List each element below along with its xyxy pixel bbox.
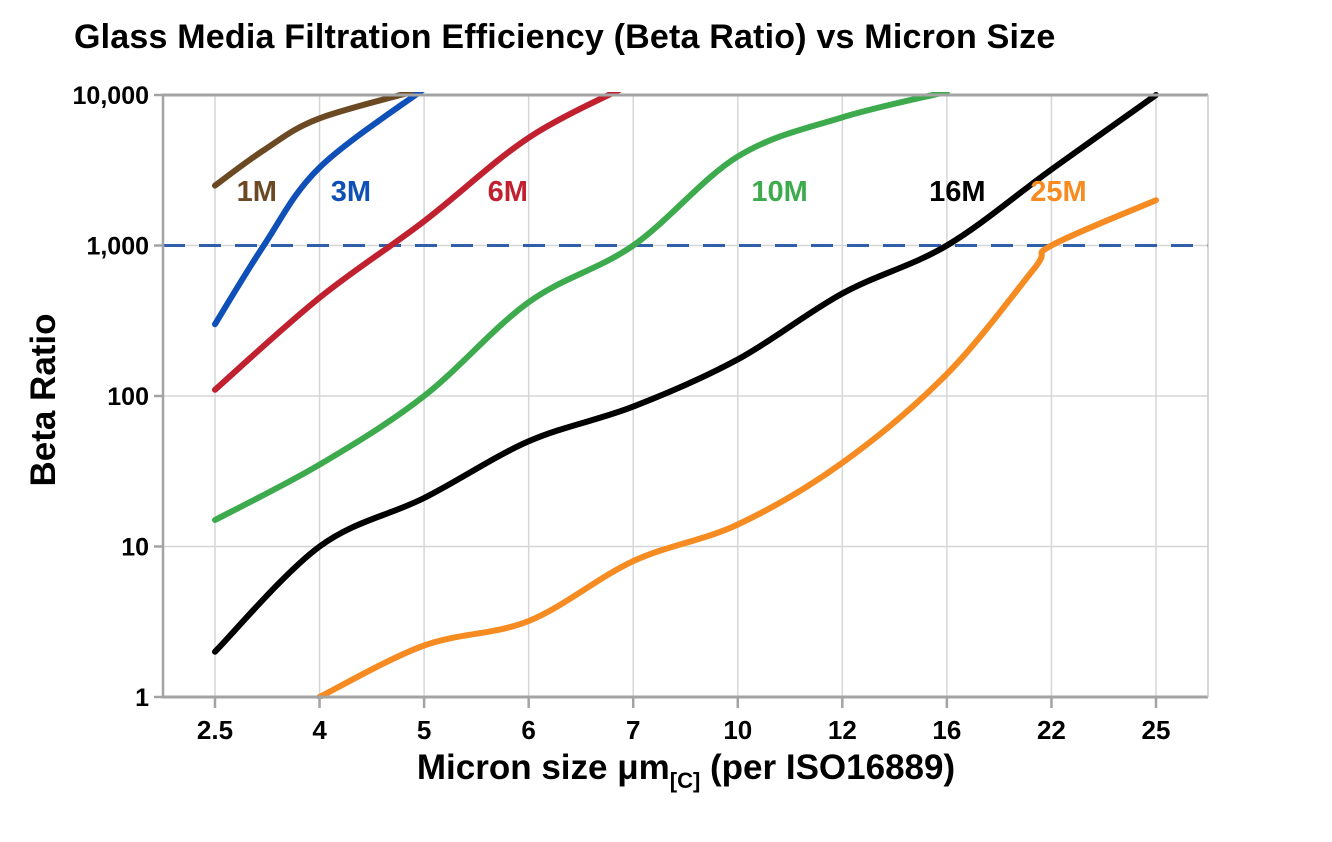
series-label-6M: 6M [488, 176, 528, 208]
x-tick-label: 5 [417, 715, 431, 745]
series-label-10M: 10M [751, 176, 807, 208]
x-tick-label: 16 [932, 715, 961, 745]
series-label-3M: 3M [331, 176, 371, 208]
plot-frame [161, 93, 1209, 699]
x-axis-label: Micron size μm[C] (per ISO16889) [417, 748, 955, 794]
series-line-10M [212, 92, 950, 523]
series-label-25M: 25M [1030, 176, 1086, 208]
y-tick-label: 100 [107, 383, 149, 411]
x-axis-label-main: Micron size μm [416, 748, 670, 787]
series-labels: 1M 3M 6M 10M 16M 25M [237, 176, 1087, 208]
x-tick-label: 10 [723, 715, 752, 745]
x-tick-label: 12 [828, 715, 857, 745]
series-line-1M [212, 92, 424, 189]
chart-title: Glass Media Filtration Efficiency (Beta … [74, 18, 1056, 56]
y-tick-label: 1 [135, 684, 149, 712]
y-tick-label: 10,000 [73, 82, 149, 110]
series-curves [212, 92, 1159, 699]
x-axis-label-subscript: [C] [669, 768, 701, 793]
x-tick-label: 6 [521, 715, 535, 745]
x-tick-label: 7 [626, 715, 640, 745]
x-tick-label: 25 [1142, 715, 1171, 745]
series-line-16M [212, 92, 1159, 655]
x-tick-label: 22 [1037, 715, 1066, 745]
axis-ticks: 2.5 4 5 6 7 10 12 16 22 25 1 10 100 1,000 10,000 [73, 82, 1171, 745]
y-tick-label: 10 [121, 534, 149, 562]
series-label-1M: 1M [237, 176, 277, 208]
x-tick-label: 2.5 [197, 715, 233, 745]
series-label-16M: 16M [929, 176, 985, 208]
y-axis-label: Beta Ratio [24, 313, 63, 487]
series-line-6M [212, 92, 622, 393]
y-tick-label: 1,000 [86, 233, 149, 261]
x-tick-label: 4 [312, 715, 327, 745]
series-line-25M [316, 197, 1159, 699]
series-line-3M [212, 92, 425, 328]
x-axis-label-rest: (per ISO16889) [700, 748, 956, 787]
